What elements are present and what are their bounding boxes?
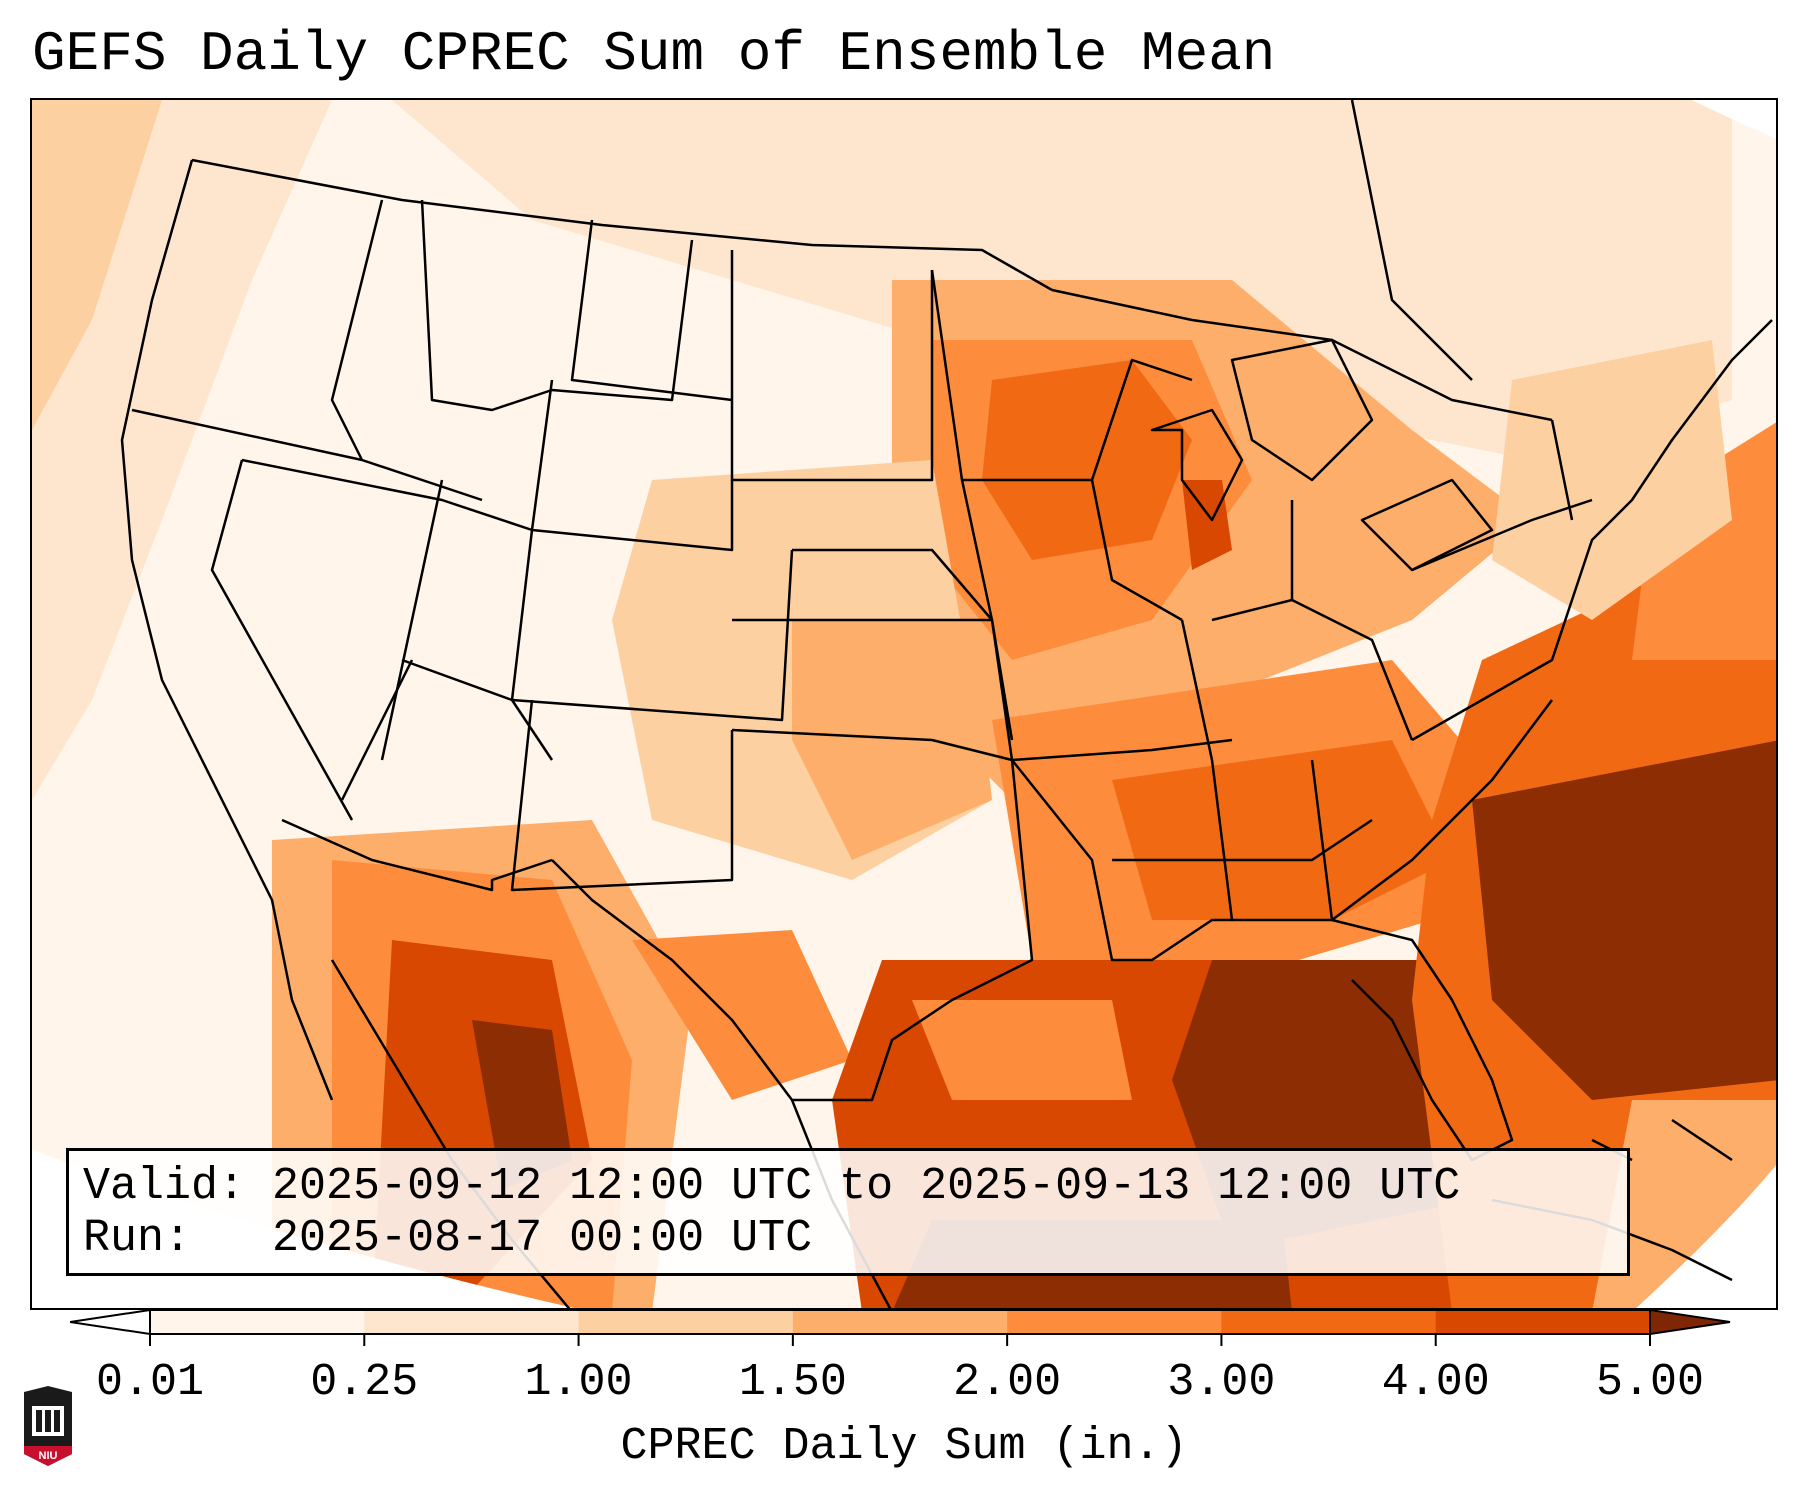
precip-map bbox=[32, 100, 1776, 1308]
boundaries bbox=[120, 100, 1773, 1308]
niu-logo-icon: NIU bbox=[24, 1386, 72, 1466]
colorbar-segment bbox=[364, 1310, 580, 1334]
colorbar-tick-label: 2.00 bbox=[953, 1357, 1062, 1408]
colorbar-segment bbox=[1007, 1310, 1222, 1334]
colorbar-tick-label: 5.00 bbox=[1595, 1357, 1705, 1408]
valid-run-info-box: Valid: 2025-09-12 12:00 UTC to 2025-09-1… bbox=[66, 1148, 1630, 1276]
colorbar-tick-label: 0.01 bbox=[95, 1357, 205, 1408]
valid-value: 2025-09-12 12:00 UTC to 2025-09-13 12:00… bbox=[272, 1161, 1461, 1212]
colorbar-label: CPREC Daily Sum (in.) bbox=[620, 1421, 1188, 1472]
valid-label: Valid: bbox=[83, 1161, 246, 1212]
colorbar-under-arrow bbox=[70, 1310, 151, 1336]
colorbar-tick-label: 4.00 bbox=[1381, 1357, 1490, 1408]
run-label: Run: bbox=[83, 1213, 192, 1264]
colorbar-tick-label: 3.00 bbox=[1167, 1357, 1276, 1408]
colorbar-tick-label: 1.00 bbox=[524, 1357, 633, 1408]
colorbar-segment bbox=[150, 1310, 365, 1334]
us-canada-border bbox=[191, 158, 1053, 292]
colorbar-segment bbox=[792, 1310, 1008, 1334]
map-panel bbox=[30, 98, 1778, 1310]
colorbar-tick-label: 1.50 bbox=[738, 1357, 847, 1408]
colorbar-segment bbox=[578, 1310, 794, 1334]
colorbar-segment bbox=[1435, 1310, 1651, 1334]
colorbar-segment bbox=[1221, 1310, 1437, 1334]
colorbar bbox=[70, 1310, 1731, 1346]
precip-field bbox=[32, 100, 1776, 1308]
chart-title: GEFS Daily CPREC Sum of Ensemble Mean bbox=[32, 22, 1276, 86]
colorbar-over-arrow bbox=[1649, 1310, 1731, 1336]
svg-text:NIU: NIU bbox=[39, 1450, 58, 1462]
colorbar-frame bbox=[149, 1310, 1651, 1335]
colorbar-tick-label: 0.25 bbox=[310, 1357, 419, 1408]
run-value: 2025-08-17 00:00 UTC bbox=[272, 1213, 813, 1264]
